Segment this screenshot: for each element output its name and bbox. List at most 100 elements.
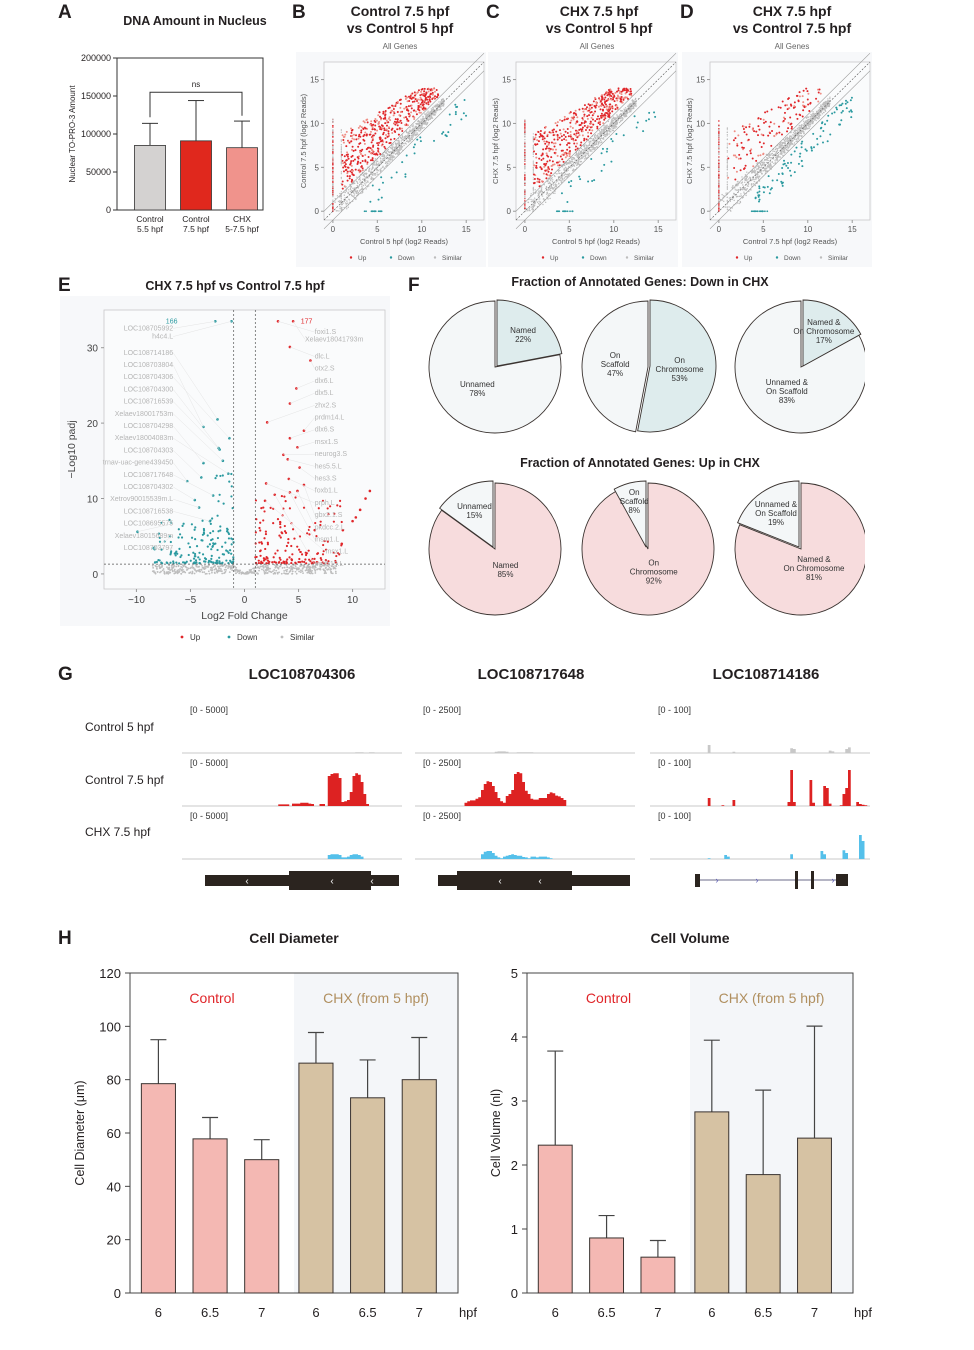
point-up [398, 127, 401, 130]
point-similar [752, 171, 755, 173]
point-up [377, 141, 380, 144]
point-down [835, 108, 838, 111]
point-similar [807, 125, 810, 127]
point-down [756, 191, 759, 194]
point-column [524, 146, 526, 149]
point-similar [598, 129, 601, 132]
point-similar [576, 155, 578, 158]
point-column [532, 141, 534, 143]
point-similar [573, 158, 575, 160]
point-similar [791, 135, 793, 137]
point-down [812, 146, 815, 149]
point-up [360, 126, 363, 129]
point-up [551, 164, 554, 167]
point-similar [776, 158, 778, 160]
point-down [831, 112, 834, 115]
x-tick-label: 15 [462, 225, 471, 234]
point-down [566, 200, 569, 203]
point-column [718, 152, 720, 154]
point-up [360, 129, 363, 132]
panel-letter-b: B [292, 2, 306, 23]
point-up [404, 98, 407, 101]
point-up [553, 138, 556, 141]
point-similar [755, 172, 757, 175]
point-column [726, 150, 728, 152]
point-similar [265, 564, 268, 566]
point-up [818, 88, 821, 91]
point-column [532, 205, 534, 207]
point-down [833, 111, 836, 114]
point-up [413, 91, 416, 94]
point-similar [757, 176, 759, 178]
point-column [726, 166, 728, 169]
point-down [848, 110, 851, 113]
point-column [332, 186, 334, 188]
point-similar [556, 173, 558, 175]
point-up [578, 128, 581, 131]
point-up [798, 91, 801, 94]
point-up [382, 117, 385, 120]
point-column [524, 188, 526, 191]
point-similar [772, 153, 775, 156]
point-column [524, 159, 526, 162]
point-similar [420, 120, 422, 122]
point-similar [610, 122, 612, 124]
point-similar [411, 129, 414, 131]
point-similar [615, 117, 617, 120]
point-similar [760, 164, 763, 167]
point-up [565, 139, 568, 142]
point-down [810, 147, 813, 150]
point-up [608, 90, 611, 93]
point-up [759, 154, 762, 157]
point-down [840, 104, 843, 107]
point-down [845, 107, 848, 110]
point-similar [345, 190, 347, 192]
point-up [802, 89, 805, 92]
point-similar [280, 572, 283, 575]
point-similar [359, 179, 362, 181]
point-column [524, 166, 526, 168]
point-down [401, 161, 404, 164]
point-up [599, 104, 602, 107]
point-similar [414, 126, 417, 129]
point-up [587, 103, 590, 106]
point-down [799, 152, 802, 155]
point-up [758, 141, 761, 144]
point-similar [787, 147, 789, 149]
point-down [610, 160, 613, 163]
point-column [718, 196, 720, 198]
point-up [586, 126, 589, 129]
point-up [350, 160, 353, 163]
legend-label: Down [398, 255, 415, 262]
point-similar [815, 119, 817, 122]
point-down [758, 187, 761, 190]
point-similar [625, 111, 627, 113]
point-similar [550, 179, 552, 182]
point-up [749, 152, 752, 155]
point-similar [754, 184, 757, 187]
point-down [800, 159, 803, 162]
point-similar [616, 115, 619, 117]
point-column [718, 207, 720, 209]
point-column [532, 163, 534, 165]
point-similar [798, 138, 800, 140]
point-column [718, 199, 720, 201]
point-similar [807, 120, 809, 122]
point-similar [418, 123, 420, 125]
point-similar [798, 135, 800, 138]
point-up [581, 128, 584, 131]
point-up [742, 128, 745, 131]
point-up [583, 104, 586, 107]
point-similar [626, 105, 629, 107]
point-up [360, 131, 363, 134]
point-up [572, 139, 575, 142]
point-up [384, 122, 387, 125]
point-down [835, 106, 838, 109]
point-similar [774, 161, 776, 163]
point-similar [345, 202, 348, 205]
point-down [570, 180, 573, 183]
point-up [541, 134, 544, 137]
point-similar [554, 183, 556, 185]
point-up [602, 122, 605, 125]
point-similar [625, 108, 628, 111]
